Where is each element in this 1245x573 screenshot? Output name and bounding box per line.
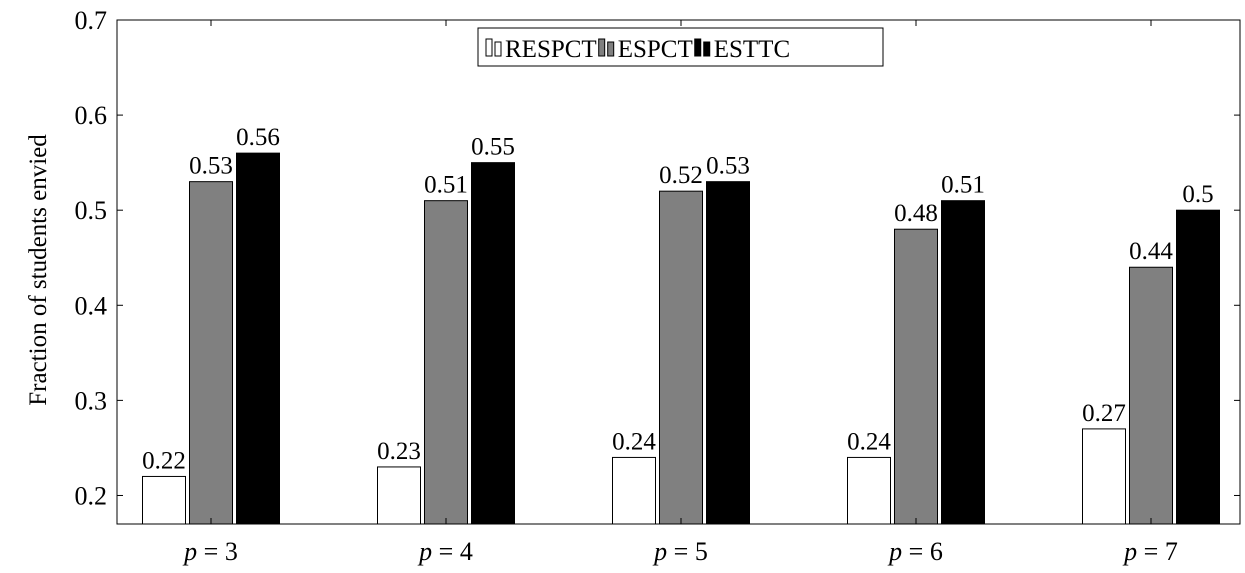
data-label: 0.51	[941, 172, 985, 199]
data-label: 0.24	[612, 428, 656, 455]
data-label: 0.44	[1129, 238, 1173, 265]
data-label: 0.53	[189, 153, 233, 180]
legend-swatch	[494, 41, 502, 57]
data-label: 0.52	[659, 162, 703, 189]
data-label: 0.56	[236, 124, 280, 151]
bar-respct	[847, 456, 891, 525]
bar-espct	[894, 228, 938, 525]
y-tick-label: 0.6	[75, 101, 108, 130]
legend-label-espct: ESPCT	[618, 36, 693, 63]
bar-esttc	[706, 181, 750, 525]
y-axis-title: Fraction of students envied	[25, 134, 52, 406]
x-tick-label: p = 7	[1122, 537, 1178, 566]
bar-esttc	[941, 200, 985, 525]
y-tick-label: 0.2	[75, 481, 108, 510]
data-label: 0.5	[1182, 181, 1213, 208]
bar-esttc	[471, 162, 515, 525]
data-label: 0.24	[847, 428, 891, 455]
legend-label-respct: RESPCT	[505, 36, 597, 63]
data-label: 0.23	[377, 438, 421, 465]
bar-respct	[377, 466, 421, 525]
legend-swatch	[694, 38, 702, 57]
bar-espct	[424, 200, 468, 525]
bar-espct	[189, 181, 233, 525]
data-label: 0.51	[424, 172, 468, 199]
legend-swatch	[598, 38, 606, 57]
bar-espct	[1129, 266, 1173, 525]
bar-respct	[612, 456, 656, 525]
y-tick-label: 0.4	[75, 291, 108, 320]
legend-swatch	[485, 38, 493, 57]
data-label: 0.55	[471, 134, 515, 161]
y-tick-label: 0.7	[75, 6, 108, 35]
y-tick-label: 0.3	[75, 386, 108, 415]
data-label: 0.22	[142, 447, 186, 474]
legend-label-esttc: ESTTC	[714, 36, 790, 63]
bar-espct	[659, 190, 703, 525]
bar-respct	[1082, 428, 1126, 525]
x-tick-label: p = 5	[652, 537, 708, 566]
bar-esttc	[1176, 209, 1220, 525]
y-tick-label: 0.5	[75, 196, 108, 225]
data-label: 0.27	[1082, 400, 1126, 427]
x-tick-label: p = 6	[887, 537, 943, 566]
bar-esttc	[236, 152, 280, 525]
legend-box	[477, 27, 884, 67]
legend-swatch	[703, 41, 711, 57]
x-tick-label: p = 3	[182, 537, 238, 566]
legend-swatch	[607, 41, 615, 57]
data-label: 0.48	[894, 200, 938, 227]
data-label: 0.53	[706, 153, 750, 180]
bar-respct	[142, 475, 186, 525]
x-tick-label: p = 4	[417, 537, 473, 566]
